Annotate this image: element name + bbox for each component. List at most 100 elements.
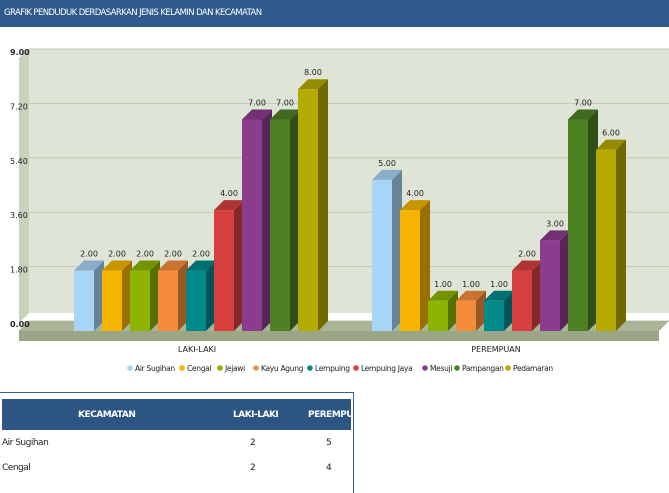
bar-side bbox=[532, 260, 542, 331]
bar-value-label: 2.00 bbox=[192, 250, 210, 259]
bar-value-label: 2.00 bbox=[108, 250, 126, 259]
legend-label: Kayu Agung bbox=[261, 364, 304, 373]
title-bar: GRAFIK PENDUDUK DERDASARKAN JENIS KELAMI… bbox=[0, 0, 669, 27]
table-header-row bbox=[2, 399, 351, 430]
legend-label: Air Sugihan bbox=[135, 364, 175, 373]
bar bbox=[186, 260, 216, 331]
bar-value-label: 6.00 bbox=[602, 129, 620, 138]
bar-front bbox=[540, 240, 560, 331]
bar bbox=[130, 260, 160, 331]
bar-front bbox=[298, 89, 318, 331]
legend-swatch bbox=[353, 365, 359, 371]
legend-label: Pampangan bbox=[462, 364, 504, 373]
bar-value-label: 1.00 bbox=[434, 280, 452, 289]
bar-value-label: 2.00 bbox=[136, 250, 154, 259]
bar-side bbox=[504, 290, 514, 331]
legend-label: Pedamaran bbox=[513, 364, 553, 373]
bar-top bbox=[484, 290, 514, 301]
bar-side bbox=[234, 200, 244, 331]
bar-front bbox=[270, 119, 290, 331]
legend-swatch bbox=[505, 365, 511, 371]
bar-top bbox=[130, 260, 160, 271]
bar-top bbox=[512, 260, 542, 271]
bar bbox=[270, 109, 300, 331]
y-tick-label: 5.40 bbox=[10, 157, 28, 166]
legend-swatch bbox=[422, 365, 428, 371]
plot-backwall bbox=[29, 49, 669, 313]
bar-top bbox=[102, 260, 132, 271]
column-header-kecamatan[interactable]: KECAMATAN bbox=[78, 410, 136, 420]
bar bbox=[158, 260, 188, 331]
y-tick-label: 1.80 bbox=[10, 266, 28, 275]
legend-swatch bbox=[454, 365, 460, 371]
bar-top bbox=[596, 139, 626, 150]
bar-front bbox=[214, 210, 234, 331]
bar-front bbox=[186, 270, 206, 331]
bar-value-label: 2.00 bbox=[518, 250, 536, 259]
bar bbox=[74, 260, 104, 331]
bar-top bbox=[456, 290, 486, 301]
bar bbox=[214, 200, 244, 331]
y-tick-label: 9.00 bbox=[10, 48, 30, 57]
bar-value-label: 2.00 bbox=[164, 250, 182, 259]
bar-side bbox=[616, 139, 626, 331]
bar-side bbox=[150, 260, 160, 331]
table-cell-perempuan: 4 bbox=[326, 463, 332, 473]
legend-swatch bbox=[179, 365, 185, 371]
bar-value-label: 2.00 bbox=[80, 250, 98, 259]
gridline bbox=[18, 157, 30, 169]
bar bbox=[242, 109, 272, 331]
bar-value-label: 4.00 bbox=[406, 189, 424, 198]
bar-front bbox=[130, 270, 150, 331]
column-header-perempuan[interactable]: PEREMPUAN bbox=[308, 410, 351, 420]
bar-front bbox=[372, 179, 392, 331]
legend-swatch bbox=[253, 365, 259, 371]
bar-side bbox=[206, 260, 216, 331]
bar-front bbox=[484, 300, 504, 331]
bar-value-label: 5.00 bbox=[378, 159, 396, 168]
bar-side bbox=[178, 260, 188, 331]
y-tick-label: 7.20 bbox=[10, 102, 28, 111]
bar-front bbox=[242, 119, 262, 331]
bar bbox=[428, 290, 458, 331]
gridline bbox=[18, 211, 30, 223]
bar-front bbox=[512, 270, 532, 331]
bar-side bbox=[94, 260, 104, 331]
bar-side bbox=[560, 230, 570, 331]
bar-side bbox=[588, 109, 598, 331]
legend-swatch bbox=[127, 365, 133, 371]
y-tick-label: 3.60 bbox=[10, 211, 28, 220]
legend-label: Mesuji bbox=[430, 364, 452, 373]
bar-top bbox=[270, 109, 300, 120]
legend-swatch bbox=[217, 365, 223, 371]
table-cell-name: Cengal bbox=[2, 463, 31, 473]
y-tick-label: 0.00 bbox=[10, 320, 30, 329]
bar-top bbox=[568, 109, 598, 120]
legend-label: Jejawi bbox=[224, 364, 245, 373]
bar-value-label: 7.00 bbox=[276, 98, 294, 107]
bar bbox=[484, 290, 514, 331]
table-cell-laki: 2 bbox=[250, 463, 256, 473]
bar-side bbox=[448, 290, 458, 331]
column-header-laki-laki[interactable]: LAKI-LAKI bbox=[233, 410, 279, 420]
data-table bbox=[0, 392, 354, 493]
legend-label: Lempuing bbox=[315, 364, 350, 373]
bar-value-label: 7.00 bbox=[248, 98, 266, 107]
bar-front bbox=[428, 300, 448, 331]
bar-front bbox=[568, 119, 588, 331]
bar-top bbox=[372, 169, 402, 180]
bar-top bbox=[214, 200, 244, 211]
bar bbox=[456, 290, 486, 331]
table-cell-laki: 2 bbox=[250, 438, 256, 448]
bar bbox=[298, 79, 328, 331]
bar-front bbox=[74, 270, 94, 331]
bar-side bbox=[262, 109, 272, 331]
bar-chart: 0.00 1.80 3.60 5.40 7.20 9.00 2.00 2.00 2.00 2.0… bbox=[10, 48, 669, 373]
bar-top bbox=[428, 290, 458, 301]
plot-sidewall bbox=[19, 49, 29, 323]
bar bbox=[568, 109, 598, 331]
legend-label: Lempuing Jaya bbox=[361, 364, 412, 373]
bar bbox=[400, 200, 430, 331]
bar-front bbox=[158, 270, 178, 331]
bar-side bbox=[476, 290, 486, 331]
